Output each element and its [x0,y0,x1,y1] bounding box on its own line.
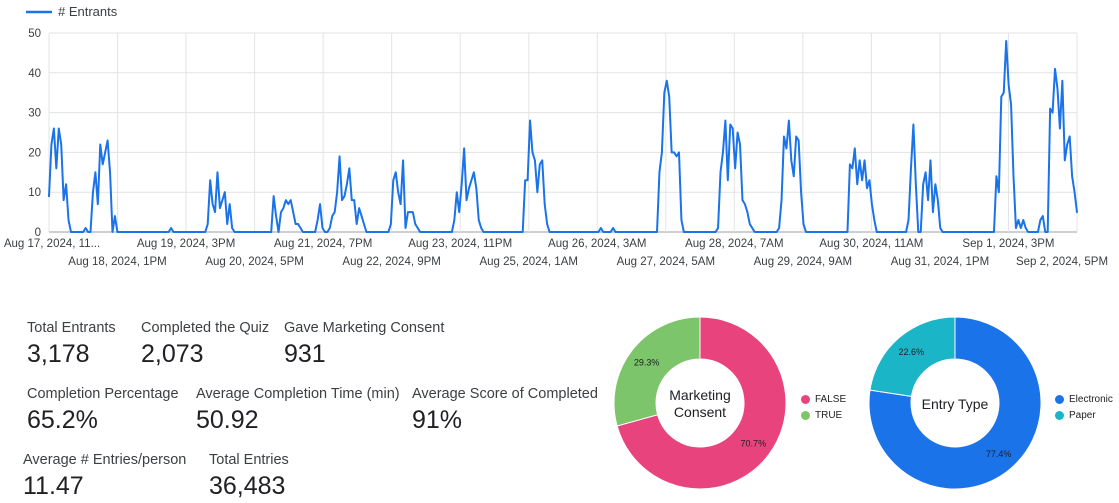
kpi-value: 3,178 [27,340,90,368]
x-tick-label: Aug 30, 2024, 11AM [819,238,923,250]
chart-legend[interactable]: # Entrants [26,4,118,19]
marketing-consent-donut: 70.7% 29.3% Marketing Consent [613,316,787,491]
marketing-consent-legend: FALSE TRUE [801,391,846,423]
x-tick-label: Aug 28, 2024, 7AM [685,238,783,250]
kpi-average-entries-per-person: Average # Entries/person 11.47 [23,452,186,501]
legend-dot [1055,394,1064,404]
x-tick-label: Aug 19, 2024, 3PM [137,238,235,250]
kpi-average-score: Average Score of Completed 91% [412,386,598,435]
legend-item-paper[interactable]: Paper [1055,407,1113,423]
x-tick-label: Sep 1, 2024, 3PM [962,238,1054,250]
kpi-value: 36,483 [209,472,286,500]
legend-dot [1055,410,1064,420]
kpi-label: Average Completion Time (min) [196,386,400,402]
legend-label: Electronic [1069,393,1113,405]
donut-slice-paper[interactable] [869,316,956,397]
x-tick-label: Aug 22, 2024, 9PM [342,256,440,268]
x-tick-label: Aug 20, 2024, 5PM [205,256,303,268]
y-tick-label: 40 [28,68,41,80]
x-tick-label: Aug 27, 2024, 5AM [617,256,715,268]
donut-slice-true[interactable] [613,316,701,427]
entry-type-donut: 77.4% 22.6% Entry Type [868,316,1042,491]
donut-title-line1: Entry Type [921,395,989,412]
kpi-value: 65.2% [27,406,98,434]
x-axis: Aug 17, 2024, 11... Aug 18, 2024, 1PM Aug … [4,238,1108,268]
x-tick-label: Aug 26, 2024, 3AM [548,238,646,250]
donut-center-label: Entry Type [905,364,1005,444]
legend-item-true[interactable]: TRUE [801,407,846,423]
donut-title-line2: Consent [673,404,727,420]
x-tick-label: Aug 21, 2024, 7PM [274,238,372,250]
kpi-marketing-consent: Gave Marketing Consent 931 [284,320,444,369]
kpi-total-entries: Total Entries 36,483 [209,452,289,501]
kpi-value: 931 [284,340,326,368]
kpi-value: 11.47 [23,472,84,500]
kpi-label: Average Score of Completed [412,386,598,402]
donut-slice-percent-label: 29.3% [634,357,660,367]
donut-slice-percent-label: 70.7% [741,439,767,449]
donut-title-line1: Marketing [669,387,731,403]
x-tick-label: Aug 31, 2024, 1PM [891,256,989,268]
x-tick-label: Aug 29, 2024, 9AM [754,256,852,268]
kpi-completion-percentage: Completion Percentage 65.2% [27,386,179,435]
x-tick-label: Aug 18, 2024, 1PM [68,256,166,268]
kpi-label: Completed the Quiz [141,320,270,336]
y-tick-label: 0 [35,227,41,239]
legend-label: FALSE [815,393,847,405]
x-tick-label: Aug 25, 2024, 1AM [479,256,577,268]
entry-type-legend: Electronic Paper [1055,391,1113,423]
kpi-label: Completion Percentage [27,386,179,402]
kpi-label: Gave Marketing Consent [284,320,445,336]
kpi-value: 2,073 [141,340,204,368]
legend-dot [801,410,810,420]
donut-chart-svg: 70.7% 29.3% [613,316,787,490]
donut-slice-electronic[interactable] [868,316,1042,490]
y-tick-label: 30 [28,108,41,120]
y-tick-label: 50 [28,28,41,40]
legend-label: TRUE [815,409,843,421]
x-tick-label: Sep 2, 2024, 5PM [1016,256,1108,268]
series-line-entrants[interactable] [48,39,1078,233]
legend-label: Paper [1069,409,1096,421]
legend-item-electronic[interactable]: Electronic [1055,391,1113,407]
y-tick-label: 20 [28,147,41,159]
entrants-line-chart: # Entrants 0 10 20 30 40 50 Aug 17, 2024, 11.… [4,4,1108,268]
kpi-average-completion-time: Average Completion Time (min) 50.92 [196,386,400,435]
kpi-value: 50.92 [196,406,259,434]
donut-chart-svg: 77.4% 22.6% [868,316,1042,490]
kpi-completed-quiz: Completed the Quiz 2,073 [141,320,269,369]
legend-item-false[interactable]: FALSE [801,391,846,407]
kpi-value: 91% [412,406,463,434]
x-tick-label: Aug 23, 2024, 11PM [408,238,512,250]
donut-slice-false[interactable] [616,316,787,490]
donut-slice-percent-label: 77.4% [986,449,1012,459]
y-tick-label: 10 [28,187,41,199]
kpi-label: Total Entries [209,452,289,468]
y-axis: 0 10 20 30 40 50 [28,28,41,239]
donut-center-label: Marketing Consent [650,364,750,444]
legend-label: # Entrants [58,4,118,19]
kpi-total-entrants: Total Entrants 3,178 [27,320,116,369]
legend-dot [801,394,810,404]
kpi-label: Total Entrants [27,320,116,336]
x-tick-label: Aug 17, 2024, 11... [4,238,100,250]
kpi-label: Average # Entries/person [23,452,187,468]
donut-slice-percent-label: 22.6% [899,347,925,357]
